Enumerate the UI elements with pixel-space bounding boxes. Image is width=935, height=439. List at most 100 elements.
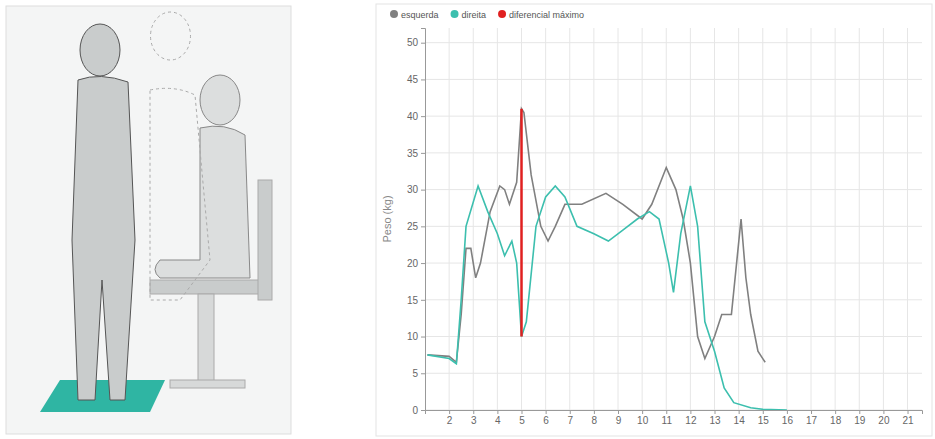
grid-line-x	[786, 28, 787, 410]
y-axis-title: Peso (kg)	[381, 195, 393, 242]
tick: 11	[662, 410, 673, 426]
tick-label: 20	[407, 258, 419, 269]
tick: 10	[637, 410, 649, 426]
tick-mark	[421, 300, 425, 301]
grid-line-y	[425, 299, 922, 300]
tick-label: 30	[407, 184, 419, 195]
grid-line-y	[425, 226, 922, 227]
tick: 45	[407, 74, 425, 85]
tick-mark	[618, 410, 619, 414]
grid-line-x	[738, 28, 739, 410]
tick-label: 3	[471, 415, 477, 426]
grid-line-x	[666, 28, 667, 410]
tick-mark	[883, 410, 884, 414]
grid-line-x	[497, 28, 498, 410]
tick: 14	[734, 410, 746, 426]
tick-mark	[421, 153, 425, 154]
grid-line-x	[618, 28, 619, 410]
tick-label: 18	[830, 415, 842, 426]
legend-label: diferencial máximo	[509, 10, 584, 20]
tick-mark	[522, 410, 523, 414]
tick: 0	[412, 405, 425, 416]
tick-mark	[690, 410, 691, 414]
tick: 17	[806, 410, 818, 426]
grid-line-y	[425, 263, 922, 264]
tick-mark	[835, 410, 836, 414]
tick: 50	[407, 37, 425, 48]
tick: 6	[543, 410, 549, 426]
axis-line	[421, 29, 426, 411]
tick-label: 0	[412, 405, 418, 416]
tick-mark	[421, 116, 425, 117]
legend-label: esquerda	[401, 10, 439, 20]
tick-mark	[594, 410, 595, 414]
tick: 35	[407, 148, 425, 159]
tick-label: 15	[758, 415, 770, 426]
tick-label: 8	[592, 415, 598, 426]
grid-line-x	[473, 28, 474, 410]
legend-label: direita	[462, 10, 487, 20]
tick: 20	[878, 410, 890, 426]
tick-mark	[715, 410, 716, 414]
standing-head	[80, 24, 120, 76]
tick-label: 35	[407, 148, 419, 159]
illustration-panel	[6, 6, 291, 434]
tick-mark	[811, 410, 812, 414]
tick: 25	[407, 221, 425, 232]
tick: 8	[592, 410, 598, 426]
grid-line-y	[425, 152, 922, 153]
tick: 4	[495, 410, 501, 426]
tick: 15	[758, 410, 770, 426]
grid-line-x	[762, 28, 763, 410]
tick-mark	[421, 373, 425, 374]
tick-mark	[421, 226, 425, 227]
tick-label: 10	[407, 331, 419, 342]
tick-label: 2	[447, 415, 453, 426]
chart-panel	[376, 4, 932, 436]
tick-mark	[546, 410, 547, 414]
grid-line-x	[545, 28, 546, 410]
tick-mark	[421, 79, 425, 80]
seated-body	[155, 126, 250, 278]
tick-mark	[421, 190, 425, 191]
tick-label: 4	[495, 415, 501, 426]
tick-mark	[421, 337, 425, 338]
tick-label: 13	[709, 415, 721, 426]
tick: 2	[447, 410, 453, 426]
tick: 19	[854, 410, 866, 426]
tick-label: 7	[567, 415, 573, 426]
transition-figure	[150, 12, 210, 300]
plot-area	[427, 109, 786, 410]
tick-mark	[739, 410, 740, 414]
series-line	[427, 186, 786, 410]
tick-mark	[642, 410, 643, 414]
tick: 21	[902, 410, 914, 426]
tick-label: 5	[519, 415, 525, 426]
tick: 7	[567, 410, 573, 426]
tick: 10	[407, 331, 425, 342]
grid	[425, 28, 922, 410]
tick-mark	[421, 43, 425, 44]
grid-line-x	[811, 28, 812, 410]
tick-label: 17	[806, 415, 818, 426]
tick-label: 12	[685, 415, 697, 426]
illustration	[6, 6, 291, 434]
chair-seat	[150, 280, 260, 294]
standing-figure	[72, 24, 135, 400]
grid-line-x	[690, 28, 691, 410]
grid-line-x	[593, 28, 594, 410]
tick-label: 14	[734, 415, 746, 426]
tick: 20	[407, 258, 425, 269]
grid-line-x	[521, 28, 522, 410]
grid-line-y	[425, 336, 922, 337]
tick-mark	[497, 410, 498, 414]
grid-line-x	[569, 28, 570, 410]
tick-mark	[421, 410, 425, 411]
grid-line-y	[425, 42, 922, 43]
grid-line-x	[883, 28, 884, 410]
tick-label: 9	[616, 415, 622, 426]
tick-label: 6	[543, 415, 549, 426]
grid-line-x	[907, 28, 908, 410]
tick: 16	[782, 410, 794, 426]
tick-mark	[908, 410, 909, 414]
